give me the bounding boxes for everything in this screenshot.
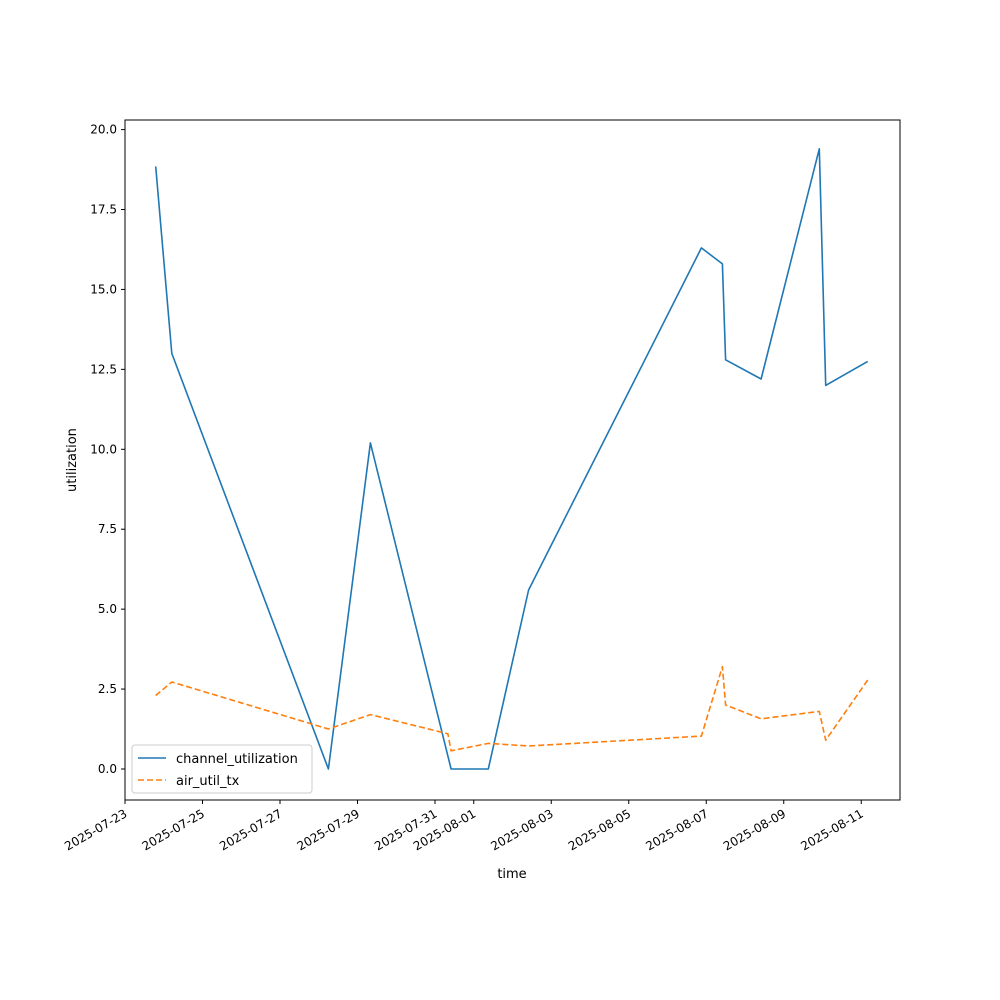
y-tick-label: 12.5 xyxy=(90,362,117,376)
y-tick-label: 5.0 xyxy=(98,602,117,616)
series-line-channel_utilization xyxy=(154,148,869,770)
y-tick-label: 0.0 xyxy=(98,762,117,776)
y-tick-label: 10.0 xyxy=(90,442,117,456)
y-tick-label: 2.5 xyxy=(98,682,117,696)
legend-box xyxy=(131,744,313,794)
series-line-air_util_tx xyxy=(155,665,869,752)
legend: channel_utilization air_util_tx xyxy=(131,744,313,794)
plot-frame xyxy=(124,119,901,801)
y-tick-label: 17.5 xyxy=(90,203,117,217)
y-tick-label: 7.5 xyxy=(98,522,117,536)
y-tick-label: 15.0 xyxy=(90,282,117,296)
y-axis-ticks: 0.0 2.5 5.0 7.5 10.0 12.5 15.0 17.5 20.0 xyxy=(90,123,125,776)
legend-label-air_util_tx: air_util_tx xyxy=(176,774,240,789)
y-tick-label: 20.0 xyxy=(90,123,117,137)
x-axis-label: time xyxy=(497,867,526,882)
y-axis-label: utilization xyxy=(65,428,80,492)
legend-label-channel_utilization: channel_utilization xyxy=(176,752,298,767)
plot-lines xyxy=(154,148,869,770)
